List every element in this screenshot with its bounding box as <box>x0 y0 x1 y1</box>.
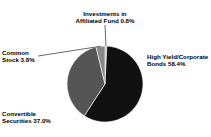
chart: Investments inAffiliated Fund 0.8% High Y… <box>0 0 211 137</box>
slice-label: High Yield/CorporateBonds 58.4% <box>147 53 209 67</box>
pie-slice <box>96 46 105 84</box>
slice-label: ConvertibleSecurities 37.0% <box>2 110 51 124</box>
slice-label: CommonStock 3.8% <box>2 49 35 63</box>
connector-line <box>105 25 107 46</box>
slice-label: Investments inAffiliated Fund 0.8% <box>75 10 135 24</box>
connector-line <box>38 46 100 56</box>
labels: Investments inAffiliated Fund 0.8% High Y… <box>2 10 209 124</box>
slices <box>67 46 143 122</box>
